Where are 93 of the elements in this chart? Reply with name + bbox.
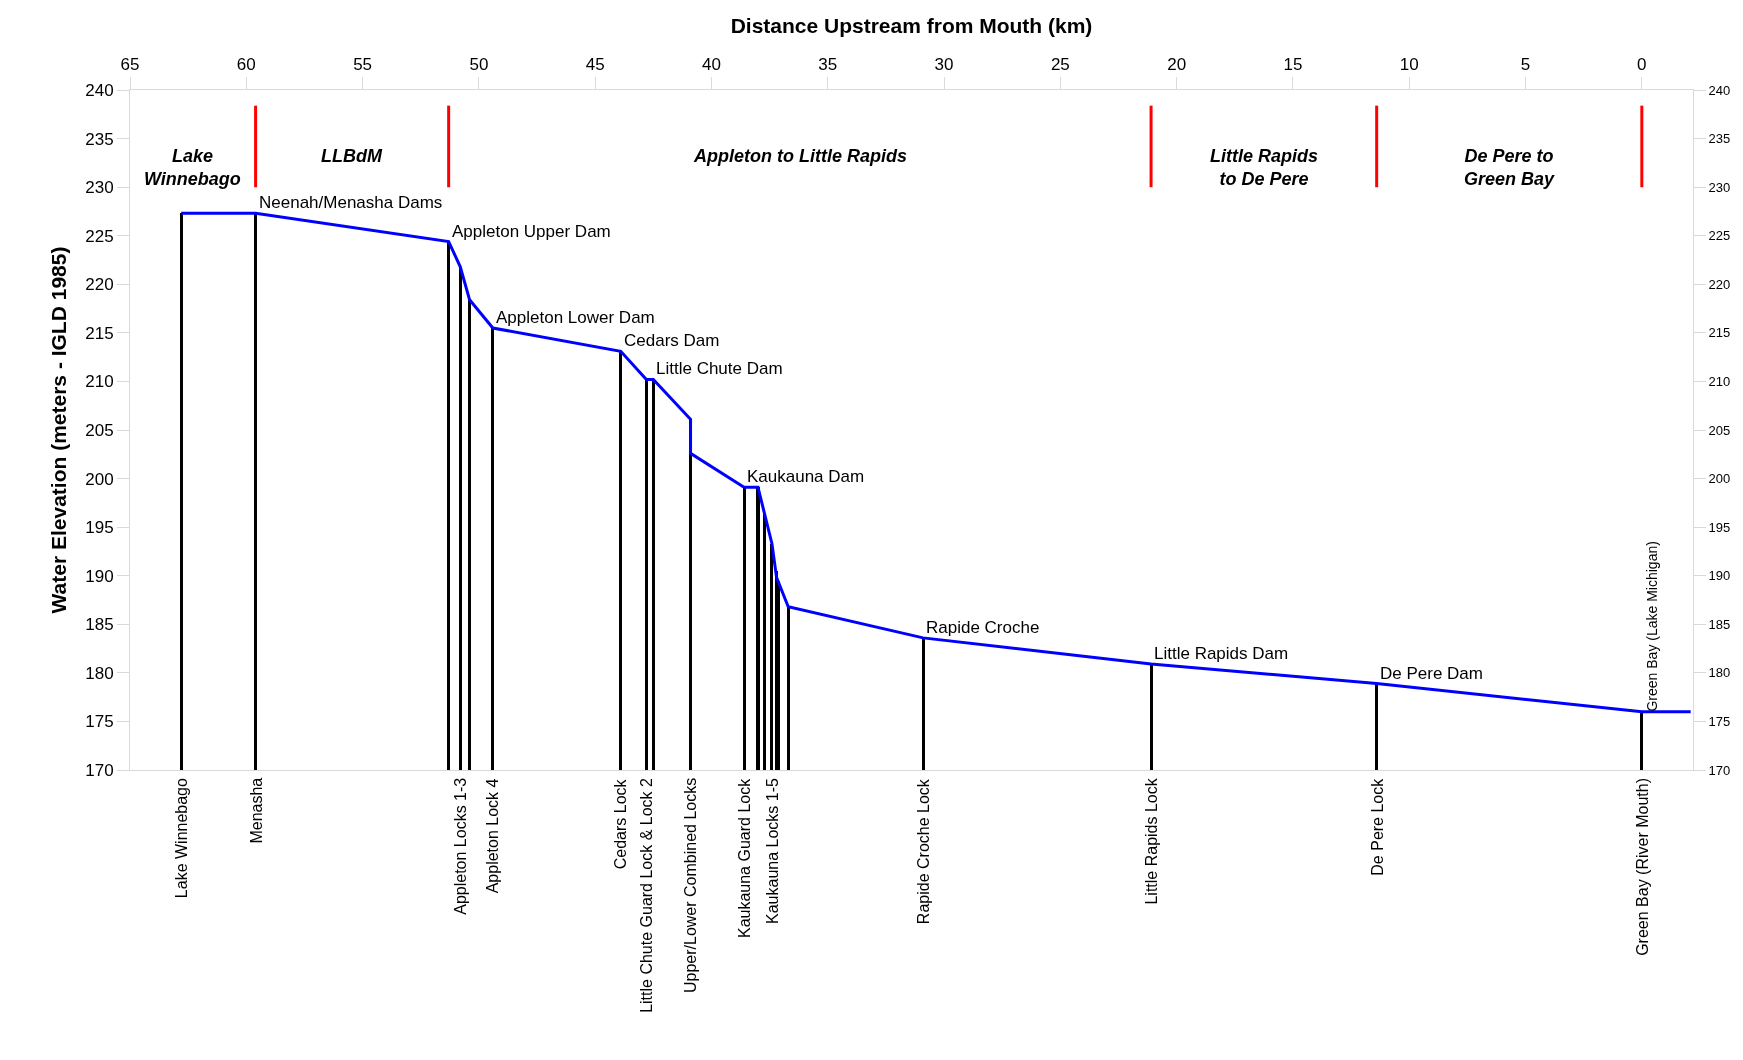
y2-tick-label: 200 (1708, 471, 1731, 487)
annotation: Little Rapids Lock (1142, 777, 1160, 905)
annotation: Appleton Upper Dam (452, 222, 611, 241)
annotation: Green Bay (River Mouth) (1633, 777, 1651, 956)
x-tick-label: 55 (353, 55, 373, 75)
bar (787, 607, 790, 770)
y-tick-label: 200 (85, 469, 114, 489)
y2-tick-label: 205 (1708, 422, 1731, 438)
annotation: Kaukauna Guard Lock (736, 777, 754, 939)
line-series (179, 211, 1693, 714)
annotation: Lake Winnebago (144, 146, 241, 190)
bar (447, 242, 450, 770)
y2-tick-label: 180 (1708, 665, 1731, 681)
x-tick-label: 60 (236, 55, 256, 75)
y-tick-label: 215 (85, 323, 114, 343)
x-tick-label: 20 (1167, 55, 1187, 75)
y2-tick-label: 195 (1708, 519, 1731, 535)
y2-tick-label: 240 (1708, 82, 1731, 98)
x-tick-label: 35 (818, 55, 838, 75)
bar (652, 379, 655, 770)
annotation: Green Bay (Lake Michigan) (1644, 541, 1661, 712)
y2-tick-label: 215 (1708, 325, 1731, 341)
bar (1150, 664, 1153, 770)
x-axis-title: Distance Upstream from Mouth (km) (730, 14, 1093, 38)
annotation: Upper/Lower Combined Locks (682, 777, 700, 994)
y2-tick-label: 235 (1708, 131, 1731, 147)
annotation: Little Rapids Dam (1154, 644, 1289, 663)
annotation: Little Chute Dam (656, 359, 783, 378)
annotation: Rapide Croche (926, 618, 1040, 637)
bar (1640, 712, 1643, 770)
annotation: Appleton Locks 1-3 (451, 777, 469, 915)
annotation: Menasha (247, 777, 265, 844)
x-tick-label: 40 (702, 55, 721, 75)
bar (619, 351, 622, 770)
bar (763, 514, 766, 770)
x-tick-label: 10 (1399, 55, 1419, 75)
y-tick-label: 240 (85, 80, 114, 100)
annotation: Kaukauna Locks 1-5 (763, 777, 781, 924)
x-tick-label: 25 (1050, 55, 1070, 75)
bar (1375, 684, 1378, 770)
x-tick-label: 65 (120, 55, 140, 75)
y2-tick-label: 225 (1708, 228, 1731, 244)
y-tick-label: 225 (85, 226, 114, 246)
x-tick-label: 15 (1283, 55, 1303, 75)
bar (770, 544, 773, 770)
bar (756, 487, 760, 770)
annotation: Little Chute Guard Lock & Lock 2 (637, 777, 655, 1013)
y2-tick-label: 185 (1708, 616, 1731, 632)
x-tick-label: 0 (1637, 55, 1647, 75)
y-tick-label: 210 (85, 372, 114, 392)
x-tick-label: 30 (934, 55, 954, 75)
y-tick-label: 235 (85, 129, 114, 149)
y2-tick-label: 220 (1708, 276, 1731, 292)
bar (180, 213, 183, 770)
y-tick-label: 180 (85, 663, 114, 683)
bar (459, 267, 462, 770)
annotation: LLBdM (321, 146, 383, 166)
annotation: Lake Winnebago (173, 777, 191, 899)
y2-tick-label: 175 (1708, 713, 1731, 729)
y-tick-label: 175 (85, 712, 114, 732)
annotation: Cedars Dam (624, 331, 720, 350)
y-tick-label: 185 (85, 615, 114, 635)
annotation: De Pere Lock (1368, 777, 1386, 876)
y-tick-label: 205 (85, 420, 114, 440)
annotation: Appleton Lower Dam (496, 308, 655, 327)
y-tick-label: 220 (85, 275, 114, 295)
annotation: Kaukauna Dam (747, 467, 865, 486)
annotation: De Pere Dam (1380, 664, 1483, 683)
bar (743, 487, 746, 770)
annotation: Neenah/Menasha Dams (259, 193, 443, 212)
bar (645, 379, 648, 770)
y-tick-label: 195 (85, 518, 114, 538)
y2-tick-label: 210 (1708, 373, 1731, 389)
annotation: Little Rapids to De Pere (1210, 146, 1319, 190)
bar (491, 328, 494, 770)
bar (254, 213, 257, 770)
y-tick-label: 190 (85, 566, 114, 586)
y-tick-label: 230 (85, 178, 114, 198)
annotation: Rapide Croche Lock (915, 778, 933, 925)
bar (468, 300, 471, 770)
y2-tick-label: 170 (1708, 762, 1731, 778)
y2-tick-label: 190 (1708, 568, 1731, 584)
y-tick-label: 170 (85, 760, 114, 780)
y2-tick-label: 230 (1708, 179, 1731, 195)
x-tick-label: 5 (1520, 55, 1531, 75)
y-axis-title: Water Elevation (meters - IGLD 1985) (47, 246, 71, 614)
annotation: De Pere to Green Bay (1464, 146, 1556, 190)
x-tick-label: 45 (585, 55, 605, 75)
annotation: Cedars Lock (612, 778, 630, 870)
x-tick-label: 50 (469, 55, 489, 75)
bar (922, 638, 925, 770)
annotation: Appleton Lock 4 (484, 778, 502, 894)
annotation: Appleton to Little Rapids (693, 146, 907, 166)
